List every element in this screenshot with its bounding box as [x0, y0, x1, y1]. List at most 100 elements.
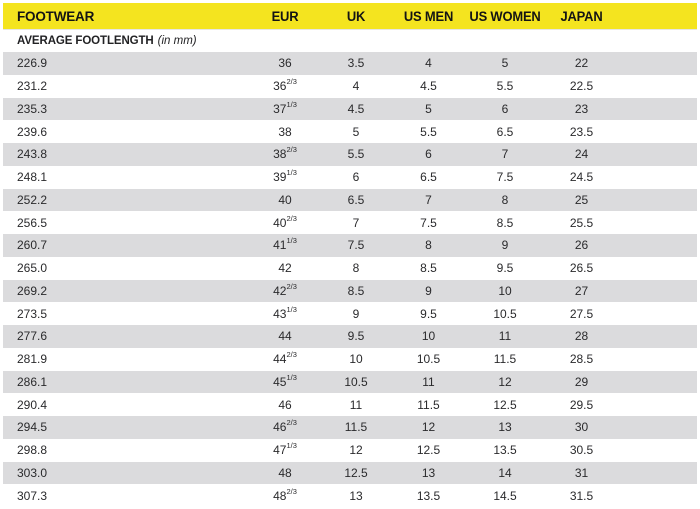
cell-us-women: 14 — [498, 465, 512, 480]
cell-mm: 281.9 — [17, 352, 48, 367]
cell-mm: 235.3 — [17, 101, 48, 116]
cell-us-men: 12.5 — [416, 443, 441, 458]
cell-eur: 391/3 — [273, 168, 297, 185]
cell-us-women: 13 — [498, 420, 512, 435]
cell-us-women: 10 — [498, 283, 512, 298]
cell-us-women: 7 — [501, 147, 509, 162]
cell-japan: 23.5 — [569, 124, 594, 139]
cell-eur: 362/3 — [273, 77, 297, 94]
cell-eur: 402/3 — [273, 213, 297, 230]
cell-japan: 28 — [574, 329, 589, 344]
eur-fraction-superscript: 2/3 — [286, 350, 297, 360]
cell-mm: 303.0 — [17, 465, 48, 480]
cell-uk: 3.5 — [347, 56, 365, 71]
cell-mm: 294.5 — [17, 420, 48, 435]
cell-mm: 307.3 — [17, 488, 48, 503]
cell-eur: 422/3 — [273, 281, 297, 298]
table-row: 286.1 451/3 10.5 11 12 29 — [3, 370, 697, 394]
table-row: 273.5 431/3 9 9.5 10.5 27.5 — [3, 302, 697, 325]
cell-japan: 25.5 — [569, 215, 594, 230]
cell-japan: 24 — [574, 147, 589, 162]
cell-uk: 5.5 — [347, 147, 365, 162]
table-row: 226.9 36 3.5 4 5 22 — [3, 52, 697, 75]
cell-us-women: 5.5 — [496, 79, 514, 94]
cell-eur: 42 — [278, 261, 292, 276]
cell-us-women: 11 — [498, 329, 512, 344]
cell-japan: 26.5 — [569, 261, 594, 276]
eur-fraction-superscript: 1/3 — [286, 304, 297, 314]
cell-us-men: 8 — [425, 238, 432, 253]
cell-japan: 30.5 — [569, 443, 594, 458]
table-row: 231.2 362/3 4 4.5 5.5 22.5 — [3, 74, 697, 98]
subheader-row: AVERAGE FOOTLENGTH (in mm) — [3, 29, 697, 52]
eur-fraction-superscript: 1/3 — [286, 236, 297, 246]
cell-uk: 4 — [352, 79, 360, 94]
eur-fraction-superscript: 2/3 — [286, 77, 297, 87]
cell-us-men: 9.5 — [420, 306, 437, 321]
column-header-uk: UK — [346, 8, 366, 24]
table-row: 290.4 46 11 11.5 12.5 29.5 — [3, 393, 697, 416]
cell-us-women: 5 — [501, 56, 509, 71]
cell-us-women: 10.5 — [493, 306, 517, 321]
cell-uk: 10 — [349, 352, 363, 367]
cell-eur: 40 — [278, 192, 292, 207]
cell-eur: 462/3 — [273, 418, 297, 435]
cell-japan: 27 — [574, 283, 589, 298]
cell-eur: 471/3 — [273, 441, 297, 458]
cell-us-men: 5 — [425, 101, 432, 116]
table-row: 260.7 411/3 7.5 8 9 26 — [3, 234, 697, 257]
cell-us-men: 5.5 — [420, 124, 437, 139]
column-header-us-women: US WOMEN — [469, 8, 541, 24]
cell-us-men: 11 — [422, 374, 435, 389]
table-row: 294.5 462/3 11.5 12 13 30 — [3, 416, 697, 439]
cell-uk: 11.5 — [344, 420, 368, 435]
cell-us-men: 8.5 — [420, 261, 437, 276]
subheader-label: AVERAGE FOOTLENGTH — [17, 35, 154, 47]
cell-mm: 231.2 — [17, 79, 48, 94]
table-header-row: FOOTWEAR EUR UK US MEN US WOMEN JAPAN — [3, 3, 697, 29]
cell-uk: 8.5 — [347, 283, 365, 298]
cell-us-women: 9.5 — [496, 261, 514, 276]
cell-uk: 10.5 — [344, 374, 368, 389]
cell-japan: 23 — [574, 101, 589, 116]
cell-japan: 26 — [574, 238, 589, 253]
cell-us-men: 13.5 — [416, 488, 441, 503]
cell-mm: 265.0 — [17, 261, 48, 276]
footwear-size-table: FOOTWEAR EUR UK US MEN US WOMEN JAPAN AV… — [3, 3, 697, 507]
eur-fraction-superscript: 1/3 — [286, 372, 297, 382]
cell-us-women: 6.5 — [496, 124, 514, 139]
eur-fraction-superscript: 2/3 — [286, 418, 297, 428]
cell-japan: 24.5 — [569, 170, 594, 185]
cell-eur: 371/3 — [273, 99, 297, 116]
cell-us-men: 7 — [425, 192, 432, 207]
cell-uk: 5 — [352, 124, 360, 139]
cell-us-men: 6 — [425, 147, 432, 162]
eur-fraction-superscript: 2/3 — [286, 213, 297, 223]
cell-us-women: 14.5 — [493, 488, 517, 503]
cell-us-men: 4 — [425, 56, 432, 71]
cell-uk: 6.5 — [347, 192, 365, 207]
cell-uk: 12 — [349, 443, 363, 458]
cell-eur: 46 — [278, 397, 292, 412]
table-row: 252.2 40 6.5 7 8 25 — [3, 188, 697, 212]
cell-us-men: 6.5 — [420, 170, 437, 185]
cell-us-men: 4.5 — [420, 79, 437, 94]
column-header-us-men: US MEN — [403, 8, 454, 24]
cell-uk: 11 — [349, 397, 363, 412]
cell-uk: 7 — [352, 215, 360, 230]
table-body: 226.9 36 3.5 4 5 22 231.2 362/3 4 4.5 5.5 22.5 235.3… — [3, 52, 697, 507]
cell-japan: 25 — [574, 192, 589, 207]
cell-us-women: 12 — [498, 374, 512, 389]
cell-mm: 273.5 — [17, 306, 48, 321]
table-row: 265.0 42 8 8.5 9.5 26.5 — [3, 256, 697, 280]
cell-mm: 286.1 — [17, 374, 48, 389]
cell-eur: 442/3 — [273, 350, 297, 367]
column-header-japan: JAPAN — [560, 8, 603, 24]
cell-mm: 252.2 — [17, 192, 48, 207]
cell-mm: 298.8 — [17, 443, 48, 458]
cell-uk: 9 — [352, 306, 360, 321]
table-row: 256.5 402/3 7 7.5 8.5 25.5 — [3, 211, 697, 234]
cell-uk: 12.5 — [344, 465, 368, 480]
cell-mm: 290.4 — [17, 397, 48, 412]
cell-us-men: 10 — [421, 329, 436, 344]
